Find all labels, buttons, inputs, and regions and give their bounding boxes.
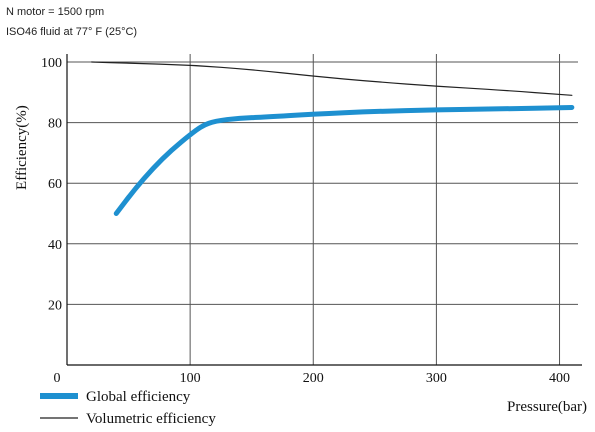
x-tick-label-0: 0 [54,371,61,386]
x-tick-label-300: 300 [426,371,447,386]
x-axis-label: Pressure(bar) [507,399,587,415]
legend-label-global: Global efficiency [86,389,191,405]
tick-labels: 20 40 60 80 100 0 100 200 300 400 [41,56,570,386]
y-tick-label-100: 100 [41,56,62,71]
y-tick-label-20: 20 [48,298,62,313]
y-tick-label-60: 60 [48,177,62,192]
volumetric-efficiency-line [91,61,573,96]
x-tick-label-200: 200 [303,371,324,386]
motor-speed-note: N motor = 1500 rpm [6,6,105,18]
y-tick-label-40: 40 [48,238,62,253]
fluid-note: ISO46 fluid at 77° F (25°C) [6,26,138,38]
x-tick-label-100: 100 [180,371,201,386]
x-tick-label-400: 400 [549,371,570,386]
grid [67,54,578,365]
legend-label-volumetric: Volumetric efficiency [86,411,216,427]
y-tick-label-80: 80 [48,117,62,132]
series-layer [91,61,575,216]
global-efficiency-line [113,104,575,216]
y-axis-label: Efficiency(%) [14,105,30,190]
axes [66,54,582,366]
legend: Global efficiency Volumetric efficiency [40,389,216,427]
